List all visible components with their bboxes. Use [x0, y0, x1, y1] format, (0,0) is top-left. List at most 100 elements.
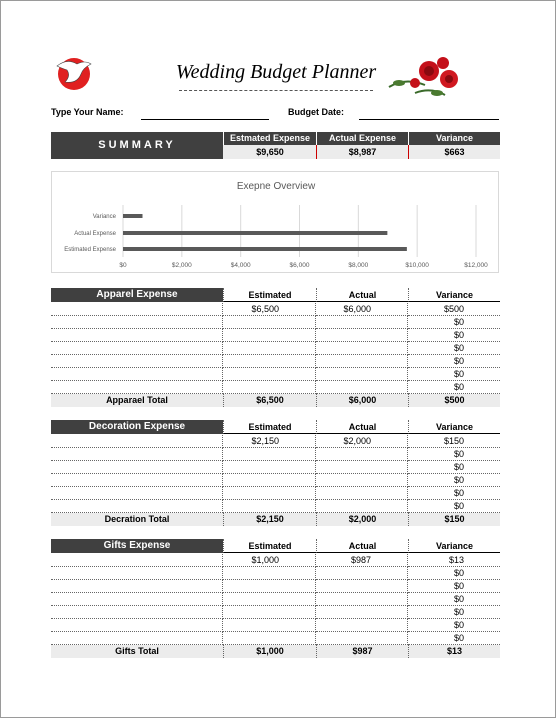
table-cell	[316, 593, 408, 606]
column-header: Variance	[408, 420, 500, 434]
table-cell	[223, 619, 316, 632]
table-cell	[51, 329, 223, 342]
table-cell	[51, 474, 223, 487]
total-label: Decration Total	[51, 513, 223, 526]
table-cell	[51, 342, 223, 355]
table-cell	[316, 316, 408, 329]
x-tick-label: $0	[119, 262, 127, 269]
table-cell	[223, 567, 316, 580]
table-cell: $0	[408, 606, 500, 619]
table-cell	[223, 329, 316, 342]
table-cell	[223, 381, 316, 394]
total-value: $13	[408, 645, 500, 658]
column-header: Estimated	[223, 539, 316, 553]
table-cell: $0	[408, 329, 500, 342]
table-cell: $0	[408, 632, 500, 645]
table-cell: $0	[408, 355, 500, 368]
table-cell	[316, 448, 408, 461]
table-cell	[316, 355, 408, 368]
table-cell	[51, 554, 223, 567]
total-value: $500	[408, 394, 500, 407]
table-cell	[223, 316, 316, 329]
table-cell	[316, 461, 408, 474]
table-cell: $0	[408, 316, 500, 329]
bar	[123, 214, 143, 218]
name-field[interactable]	[141, 119, 269, 120]
x-tick-label: $6,000	[290, 262, 310, 269]
table-cell: $0	[408, 567, 500, 580]
table-cell	[51, 619, 223, 632]
total-label: Apparael Total	[51, 394, 223, 407]
table-cell	[223, 448, 316, 461]
table-cell	[316, 329, 408, 342]
table-cell	[51, 461, 223, 474]
table-cell: $13	[408, 554, 500, 567]
total-value: $1,000	[223, 645, 316, 658]
table-cell	[223, 461, 316, 474]
section-title: Apparel Expense	[51, 288, 223, 302]
table-cell	[51, 580, 223, 593]
total-label: Gifts Total	[51, 645, 223, 658]
table-cell: $0	[408, 381, 500, 394]
table-cell	[223, 593, 316, 606]
x-tick-label: $2,000	[172, 262, 192, 269]
total-value: $2,000	[316, 513, 408, 526]
table-cell	[316, 474, 408, 487]
table-cell	[223, 368, 316, 381]
date-label: Budget Date:	[288, 107, 344, 117]
summary-header: Actual Expense	[316, 132, 408, 145]
summary-header: Variance	[408, 132, 500, 145]
summary-value: $8,987	[316, 145, 408, 159]
table-cell	[51, 567, 223, 580]
table-cell	[51, 303, 223, 316]
table-cell: $0	[408, 593, 500, 606]
table-cell	[316, 567, 408, 580]
table-cell: $0	[408, 448, 500, 461]
table-cell	[316, 342, 408, 355]
table-cell: $2,000	[316, 435, 408, 448]
table-cell: $500	[408, 303, 500, 316]
column-header: Estimated	[223, 420, 316, 434]
summary-title: SUMMARY	[51, 132, 223, 159]
section-title: Gifts Expense	[51, 539, 223, 553]
column-header: Actual	[316, 539, 408, 553]
table-cell: $0	[408, 368, 500, 381]
chart: Exepne Overview $0 $2,000 $4,000 $6,000 $8,00…	[51, 171, 499, 273]
column-header: Estimated	[223, 288, 316, 302]
table-cell	[316, 632, 408, 645]
x-tick-label: $4,000	[231, 262, 251, 269]
table-cell: $1,000	[223, 554, 316, 567]
table-cell: $0	[408, 461, 500, 474]
table-cell	[223, 632, 316, 645]
table-cell	[223, 355, 316, 368]
table-cell: $0	[408, 580, 500, 593]
table-cell	[51, 593, 223, 606]
table-cell	[223, 606, 316, 619]
table-cell	[51, 381, 223, 394]
logo	[56, 58, 92, 90]
table-cell	[316, 487, 408, 500]
y-tick-label: Actual Expense	[74, 231, 116, 237]
bar	[123, 231, 388, 235]
table-cell	[316, 381, 408, 394]
table-cell	[51, 448, 223, 461]
table-cell	[316, 580, 408, 593]
x-tick-label: $8,000	[348, 262, 368, 269]
date-field[interactable]	[359, 119, 499, 120]
table-cell	[51, 606, 223, 619]
total-value: $2,150	[223, 513, 316, 526]
title: Wedding Budget Planner	[175, 61, 377, 83]
x-tick-label: $10,000	[405, 262, 429, 269]
table-cell	[223, 487, 316, 500]
table-cell	[316, 606, 408, 619]
y-tick-label: Estimated Expense	[64, 247, 116, 253]
section-title: Decoration Expense	[51, 420, 223, 434]
roses	[388, 57, 458, 96]
total-value: $6,500	[223, 394, 316, 407]
column-header: Actual	[316, 288, 408, 302]
chart-title: Exepne Overview	[237, 181, 316, 192]
table-cell: $150	[408, 435, 500, 448]
title-underline	[179, 90, 373, 91]
total-value: $150	[408, 513, 500, 526]
